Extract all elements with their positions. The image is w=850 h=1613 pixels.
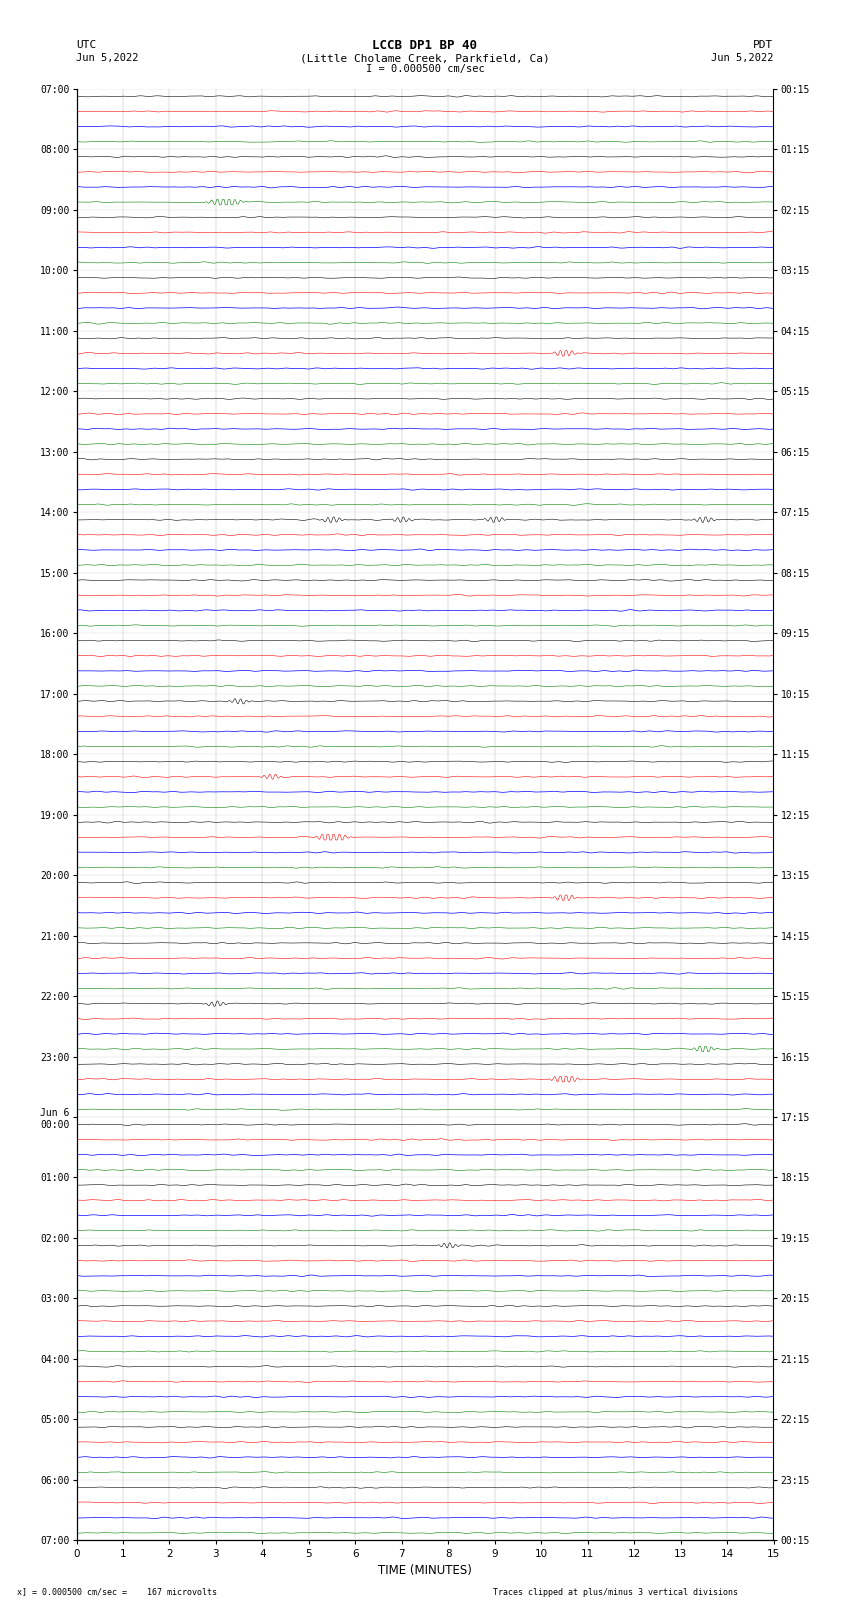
Text: Jun 5,2022: Jun 5,2022 [711,53,774,63]
X-axis label: TIME (MINUTES): TIME (MINUTES) [378,1563,472,1576]
Text: PDT: PDT [753,40,774,50]
Text: Traces clipped at plus/minus 3 vertical divisions: Traces clipped at plus/minus 3 vertical … [493,1587,738,1597]
Text: Jun 5,2022: Jun 5,2022 [76,53,139,63]
Text: I = 0.000500 cm/sec: I = 0.000500 cm/sec [366,65,484,74]
Text: LCCB DP1 BP 40: LCCB DP1 BP 40 [372,39,478,52]
Text: x] = 0.000500 cm/sec =    167 microvolts: x] = 0.000500 cm/sec = 167 microvolts [17,1587,217,1597]
Text: (Little Cholame Creek, Parkfield, Ca): (Little Cholame Creek, Parkfield, Ca) [300,53,550,63]
Text: UTC: UTC [76,40,97,50]
